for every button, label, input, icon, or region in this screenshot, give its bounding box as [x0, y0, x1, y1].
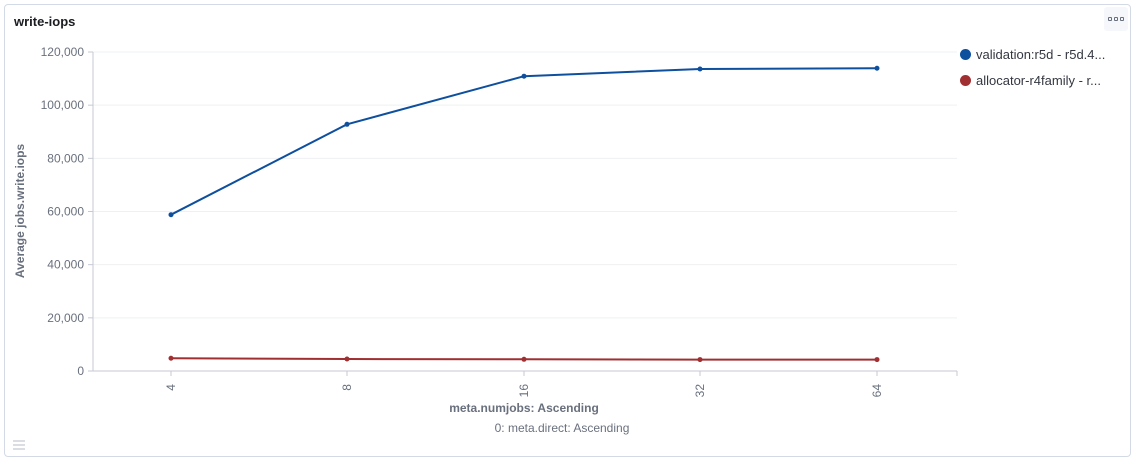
legend-item-2[interactable]: allocator-r4family - r...	[960, 70, 1132, 90]
legend-toggle-icon[interactable]	[13, 440, 25, 450]
y-tick-label: 20,000	[47, 311, 84, 325]
legend-color-dot	[960, 74, 971, 86]
legend-label: allocator-r4family - r...	[976, 72, 1101, 88]
x-tick-label: 32	[693, 384, 707, 398]
visualization-panel: write-iops	[4, 4, 1131, 457]
x-tick-label: 64	[870, 384, 884, 398]
data-point	[697, 357, 703, 363]
legend-item-1[interactable]: validation:r5d - r5d.4...	[960, 44, 1132, 64]
data-point	[521, 356, 527, 362]
x-tick-label: 8	[340, 384, 354, 391]
legend-label: validation:r5d - r5d.4...	[976, 46, 1106, 62]
options-menu-icon[interactable]	[1104, 7, 1128, 31]
x-axis-subtitle: 0: meta.direct: Ascending	[495, 421, 630, 435]
panel-title: write-iops	[14, 14, 76, 29]
axes: 0 20,000 40,000 60,000 80,000 100,000 120,000 4…	[41, 45, 958, 398]
y-tick-label: 40,000	[47, 258, 84, 272]
y-tick-label: 120,000	[41, 45, 85, 59]
series-line-1	[170, 67, 878, 216]
y-tick-label: 80,000	[47, 151, 84, 165]
data-point	[874, 65, 880, 71]
data-point	[874, 357, 880, 363]
data-point	[697, 66, 703, 72]
y-tick-label: 100,000	[41, 98, 85, 112]
legend-color-dot	[960, 48, 971, 60]
x-tick-label: 4	[164, 384, 178, 391]
data-point	[168, 355, 174, 361]
y-tick-label: 0	[77, 364, 84, 378]
x-tick-label: 16	[517, 384, 531, 398]
data-point	[344, 356, 350, 362]
y-tick-label: 60,000	[47, 205, 84, 219]
chart-legend: validation:r5d - r5d.4... allocator-r4fam…	[960, 44, 1132, 96]
data-point	[168, 212, 174, 218]
grid-lines	[93, 51, 957, 319]
data-point	[344, 121, 350, 127]
data-point	[521, 73, 527, 79]
x-axis-title: meta.numjobs: Ascending	[449, 401, 599, 415]
series-layer	[168, 65, 880, 363]
y-axis-title: Average jobs.write.iops	[13, 144, 27, 279]
